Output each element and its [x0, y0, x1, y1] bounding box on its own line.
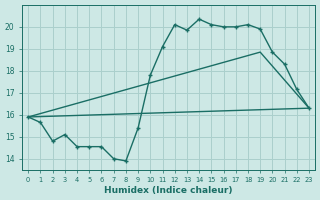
X-axis label: Humidex (Indice chaleur): Humidex (Indice chaleur): [104, 186, 233, 195]
